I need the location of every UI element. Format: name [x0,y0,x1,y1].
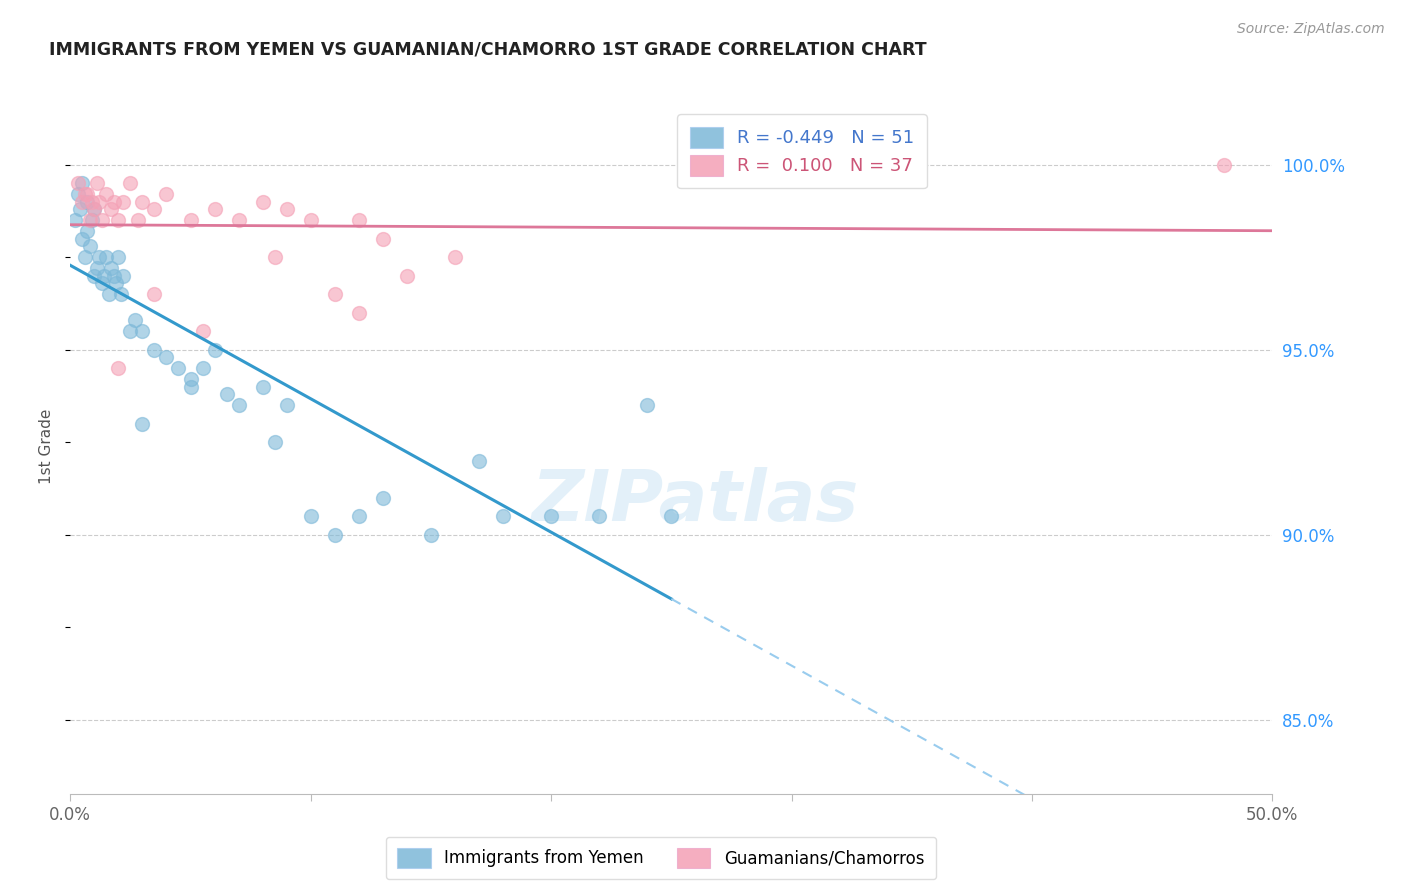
Point [80,194,103,209]
Point [371,232,394,246]
Point [191,324,214,338]
Point [167,361,190,376]
Point [131,324,153,338]
Point [215,387,238,401]
Point [83,202,105,216]
Point [588,509,610,524]
Text: IMMIGRANTS FROM YEMEN VS GUAMANIAN/CHAMORRO 1ST GRADE CORRELATION CHART: IMMIGRANTS FROM YEMEN VS GUAMANIAN/CHAMO… [49,40,927,58]
Point [395,268,418,283]
Point [492,509,515,524]
Point [76,194,98,209]
Point [661,509,683,524]
Point [100,261,122,276]
Point [127,213,149,227]
Point [228,398,250,412]
Text: ZIPatlas: ZIPatlas [531,467,859,536]
Point [131,417,153,431]
Point [143,287,166,301]
Point [299,213,322,227]
Point [86,176,108,190]
Point [72,232,94,246]
Point [323,287,346,301]
Point [76,187,98,202]
Point [444,250,467,264]
Point [371,491,394,505]
Point [66,187,89,202]
Legend: Immigrants from Yemen, Guamanians/Chamorros: Immigrants from Yemen, Guamanians/Chamor… [385,837,936,880]
Point [97,287,120,301]
Point [143,202,166,216]
Point [80,213,103,227]
Point [468,454,491,468]
Point [120,324,142,338]
Point [89,194,111,209]
Point [263,250,285,264]
Point [76,224,98,238]
Point [100,202,122,216]
Point [90,213,112,227]
Point [131,194,153,209]
Point [79,213,101,227]
Point [96,250,118,264]
Point [276,202,298,216]
Point [323,528,346,542]
Point [93,268,115,283]
Point [104,276,127,290]
Point [276,398,298,412]
Point [79,239,101,253]
Point [636,398,658,412]
Point [107,213,129,227]
Point [86,261,108,276]
Point [107,250,129,264]
Point [155,350,177,364]
Point [204,202,226,216]
Point [180,213,202,227]
Point [180,372,202,386]
Point [112,194,135,209]
Point [73,187,96,202]
Point [228,213,250,227]
Point [89,250,111,264]
Point [120,176,142,190]
Point [90,276,112,290]
Point [191,361,214,376]
Point [112,268,135,283]
Legend: R = -0.449   N = 51, R =  0.100   N = 37: R = -0.449 N = 51, R = 0.100 N = 37 [678,114,927,188]
Point [1213,158,1236,172]
Point [83,268,105,283]
Point [347,213,370,227]
Point [263,435,285,450]
Point [155,187,177,202]
Point [103,268,125,283]
Point [540,509,562,524]
Text: Source: ZipAtlas.com: Source: ZipAtlas.com [1237,22,1385,37]
Point [66,176,89,190]
Point [252,380,274,394]
Point [96,187,118,202]
Point [347,509,370,524]
Point [299,509,322,524]
Point [107,361,129,376]
Point [420,528,443,542]
Point [124,313,146,327]
Point [110,287,132,301]
Point [73,250,96,264]
Point [103,194,125,209]
Point [204,343,226,357]
Point [83,202,105,216]
Point [180,380,202,394]
Point [72,194,94,209]
Point [63,213,86,227]
Point [347,306,370,320]
Point [143,343,166,357]
Point [72,176,94,190]
Point [252,194,274,209]
Point [69,202,91,216]
Y-axis label: 1st Grade: 1st Grade [39,409,55,483]
